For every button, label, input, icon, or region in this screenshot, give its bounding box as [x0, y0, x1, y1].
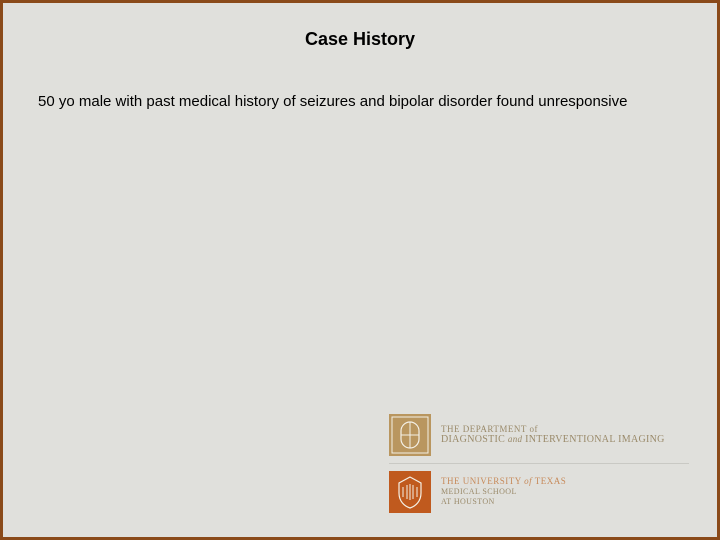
university-logo-icon [389, 471, 431, 513]
slide-body-text: 50 yo male with past medical history of … [38, 92, 667, 112]
university-logo-block: THE UNIVERSITY of TEXAS MEDICAL SCHOOL A… [389, 467, 689, 517]
university-logo-text: THE UNIVERSITY of TEXAS MEDICAL SCHOOL A… [441, 477, 566, 506]
university-line1: THE UNIVERSITY of TEXAS [441, 477, 566, 487]
footer-divider [389, 463, 689, 464]
dept-line2: DIAGNOSTIC and INTERVENTIONAL IMAGING [441, 434, 665, 445]
dept-logo-text: THE DEPARTMENT of DIAGNOSTIC and INTERVE… [441, 425, 665, 446]
footer-logos: THE DEPARTMENT of DIAGNOSTIC and INTERVE… [389, 410, 689, 517]
slide-title: Case History [3, 29, 717, 50]
slide-frame: Case History 50 yo male with past medica… [0, 0, 720, 540]
dept-logo-icon [389, 414, 431, 456]
university-line2: MEDICAL SCHOOL [441, 488, 566, 497]
university-line3: AT HOUSTON [441, 498, 566, 507]
dept-line1: THE DEPARTMENT of [441, 425, 665, 435]
dept-logo-block: THE DEPARTMENT of DIAGNOSTIC and INTERVE… [389, 410, 689, 460]
